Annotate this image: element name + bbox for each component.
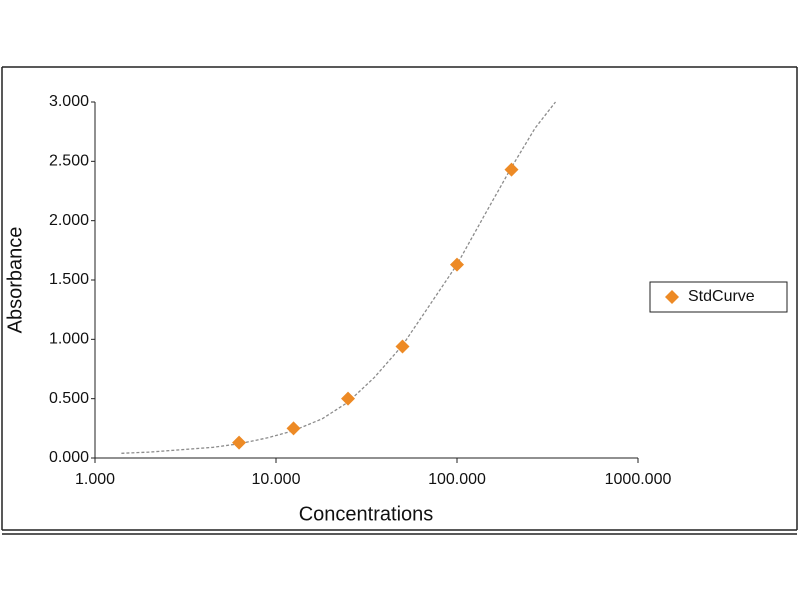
x-tick-label: 100.000 (428, 471, 486, 488)
x-tick-label: 10.000 (252, 471, 301, 488)
trendline (121, 101, 557, 454)
y-tick-label: 2.000 (49, 212, 89, 229)
x-tick-label: 1000.000 (605, 471, 672, 488)
y-tick-label: 1.500 (49, 271, 89, 288)
y-axis-title: Absorbance (4, 227, 26, 334)
y-tick-label: 3.000 (49, 93, 89, 110)
y-tick-label: 0.500 (49, 390, 89, 407)
y-tick-label: 0.000 (49, 449, 89, 466)
point (341, 391, 356, 406)
x-axis-title: Concentrations (299, 503, 434, 525)
point (450, 257, 464, 272)
legend-marker (665, 290, 679, 304)
point (395, 339, 410, 354)
x-tick-label: 1.000 (75, 471, 115, 488)
legend-label: StdCurve (688, 288, 755, 305)
y-tick-label: 2.500 (49, 153, 89, 170)
y-tick-label: 1.000 (49, 331, 89, 348)
point (232, 435, 247, 450)
point (504, 162, 519, 177)
point (286, 421, 301, 436)
